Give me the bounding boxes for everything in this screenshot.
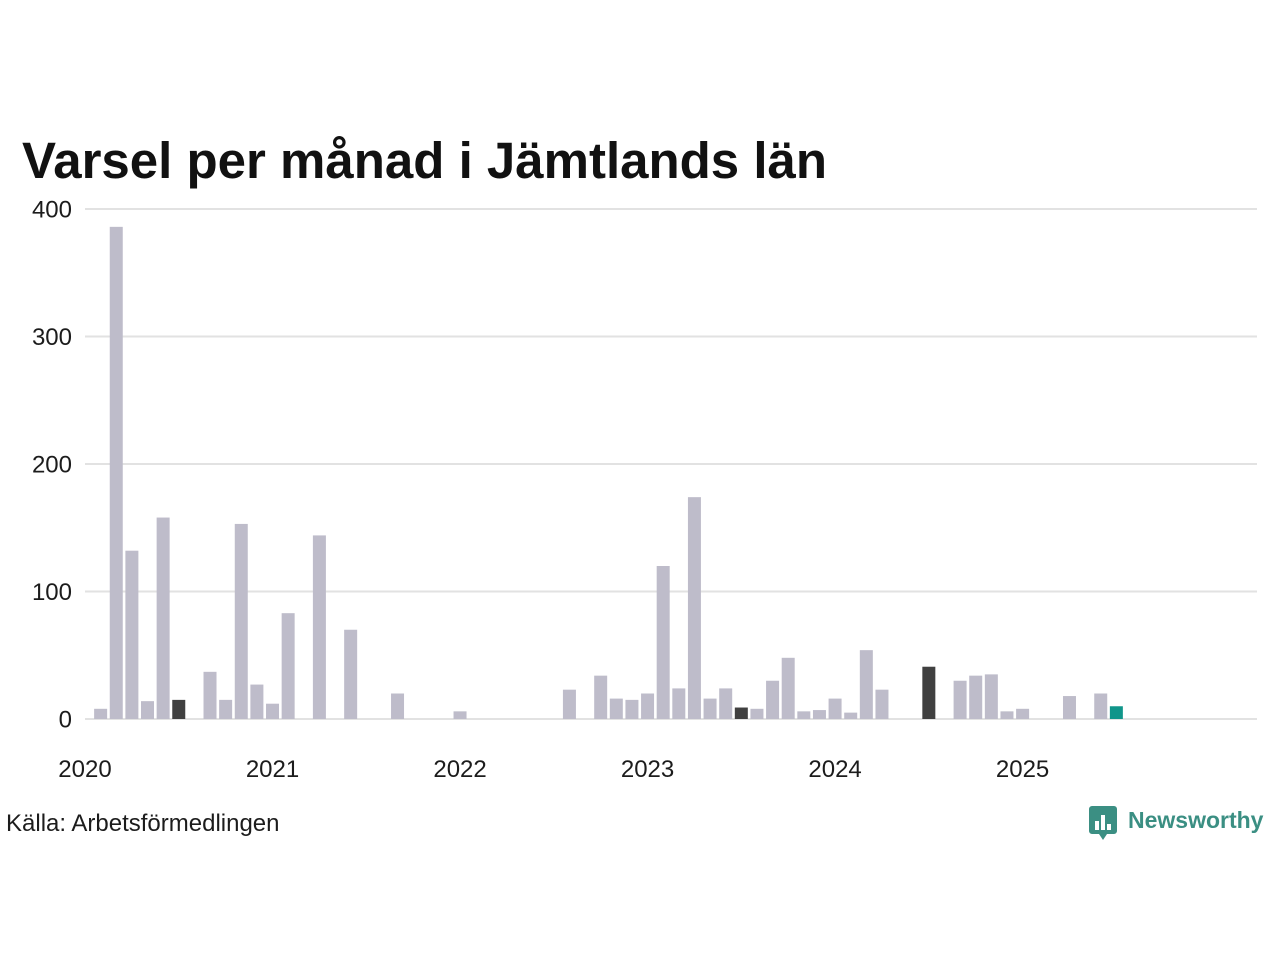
x-tick-label: 2021 <box>246 756 299 783</box>
bar-2022-10 <box>594 675 608 719</box>
bar-2023-07 <box>734 707 748 719</box>
newsworthy-logo: Newsworthy <box>1089 806 1264 840</box>
bar-2024-11 <box>984 674 998 719</box>
bar-2023-12 <box>812 710 826 719</box>
bar-2024-01 <box>828 698 842 719</box>
bar-2024-04 <box>875 689 889 719</box>
source-note: Källa: Arbetsförmedlingen <box>6 810 280 837</box>
bar-2021-06 <box>344 629 358 719</box>
bar-2023-10 <box>781 657 795 719</box>
x-tick-label: 2020 <box>58 756 111 783</box>
bar-2023-11 <box>797 711 811 719</box>
bar-2023-03 <box>672 688 686 719</box>
bar-2020-02 <box>94 708 108 719</box>
bar-2022-12 <box>625 699 639 719</box>
bars <box>94 226 1123 719</box>
bar-2020-07 <box>172 699 186 719</box>
newsworthy-logo-icon <box>1089 806 1117 840</box>
bar-2020-12 <box>250 684 264 719</box>
bar-2020-05 <box>141 701 155 719</box>
bar-2023-06 <box>719 688 733 719</box>
bar-2025-07 <box>1109 706 1123 719</box>
bar-2024-10 <box>969 675 983 719</box>
gridlines <box>85 208 1257 720</box>
y-tick-label: 0 <box>59 707 72 734</box>
x-tick-label: 2022 <box>433 756 486 783</box>
x-tick-label: 2025 <box>996 756 1049 783</box>
bar-2024-09 <box>953 680 967 719</box>
bar-2020-04 <box>125 550 139 719</box>
y-tick-label: 300 <box>32 324 72 351</box>
y-tick-label: 200 <box>32 452 72 479</box>
bar-2020-06 <box>156 517 170 719</box>
y-axis-labels: 0 100 200 300 400 <box>32 197 72 734</box>
bar-2021-09 <box>391 693 405 719</box>
bar-2022-01 <box>453 711 467 719</box>
bar-2023-02 <box>656 566 670 719</box>
chart-title: Varsel per månad i Jämtlands län <box>22 132 827 189</box>
y-tick-label: 100 <box>32 579 72 606</box>
bar-2022-08 <box>562 689 576 719</box>
bar-2025-01 <box>1016 708 1030 719</box>
bar-2020-11 <box>234 523 248 719</box>
bar-2021-01 <box>266 703 280 719</box>
bar-2025-04 <box>1062 696 1076 719</box>
bar-2020-03 <box>109 226 123 719</box>
logo-text: Newsworthy <box>1128 807 1264 833</box>
bar-2021-02 <box>281 613 295 719</box>
bar-2024-07 <box>922 666 936 719</box>
x-axis-labels: 2020 2021 2022 2023 2024 2025 <box>58 756 1049 783</box>
bar-2023-08 <box>750 708 764 719</box>
bar-2023-01 <box>641 693 655 719</box>
bar-2021-04 <box>312 535 326 719</box>
bar-2025-06 <box>1094 693 1108 719</box>
bar-2023-04 <box>687 497 701 719</box>
bar-2020-10 <box>219 699 233 719</box>
x-tick-label: 2024 <box>808 756 861 783</box>
bar-2024-03 <box>859 650 873 719</box>
bar-2020-09 <box>203 671 217 719</box>
bar-2024-02 <box>844 712 858 719</box>
bar-2023-05 <box>703 698 717 719</box>
bar-2024-12 <box>1000 711 1014 719</box>
bar-2023-09 <box>766 680 780 719</box>
x-tick-label: 2023 <box>621 756 674 783</box>
bar-2022-11 <box>609 698 623 719</box>
y-tick-label: 400 <box>32 197 72 224</box>
